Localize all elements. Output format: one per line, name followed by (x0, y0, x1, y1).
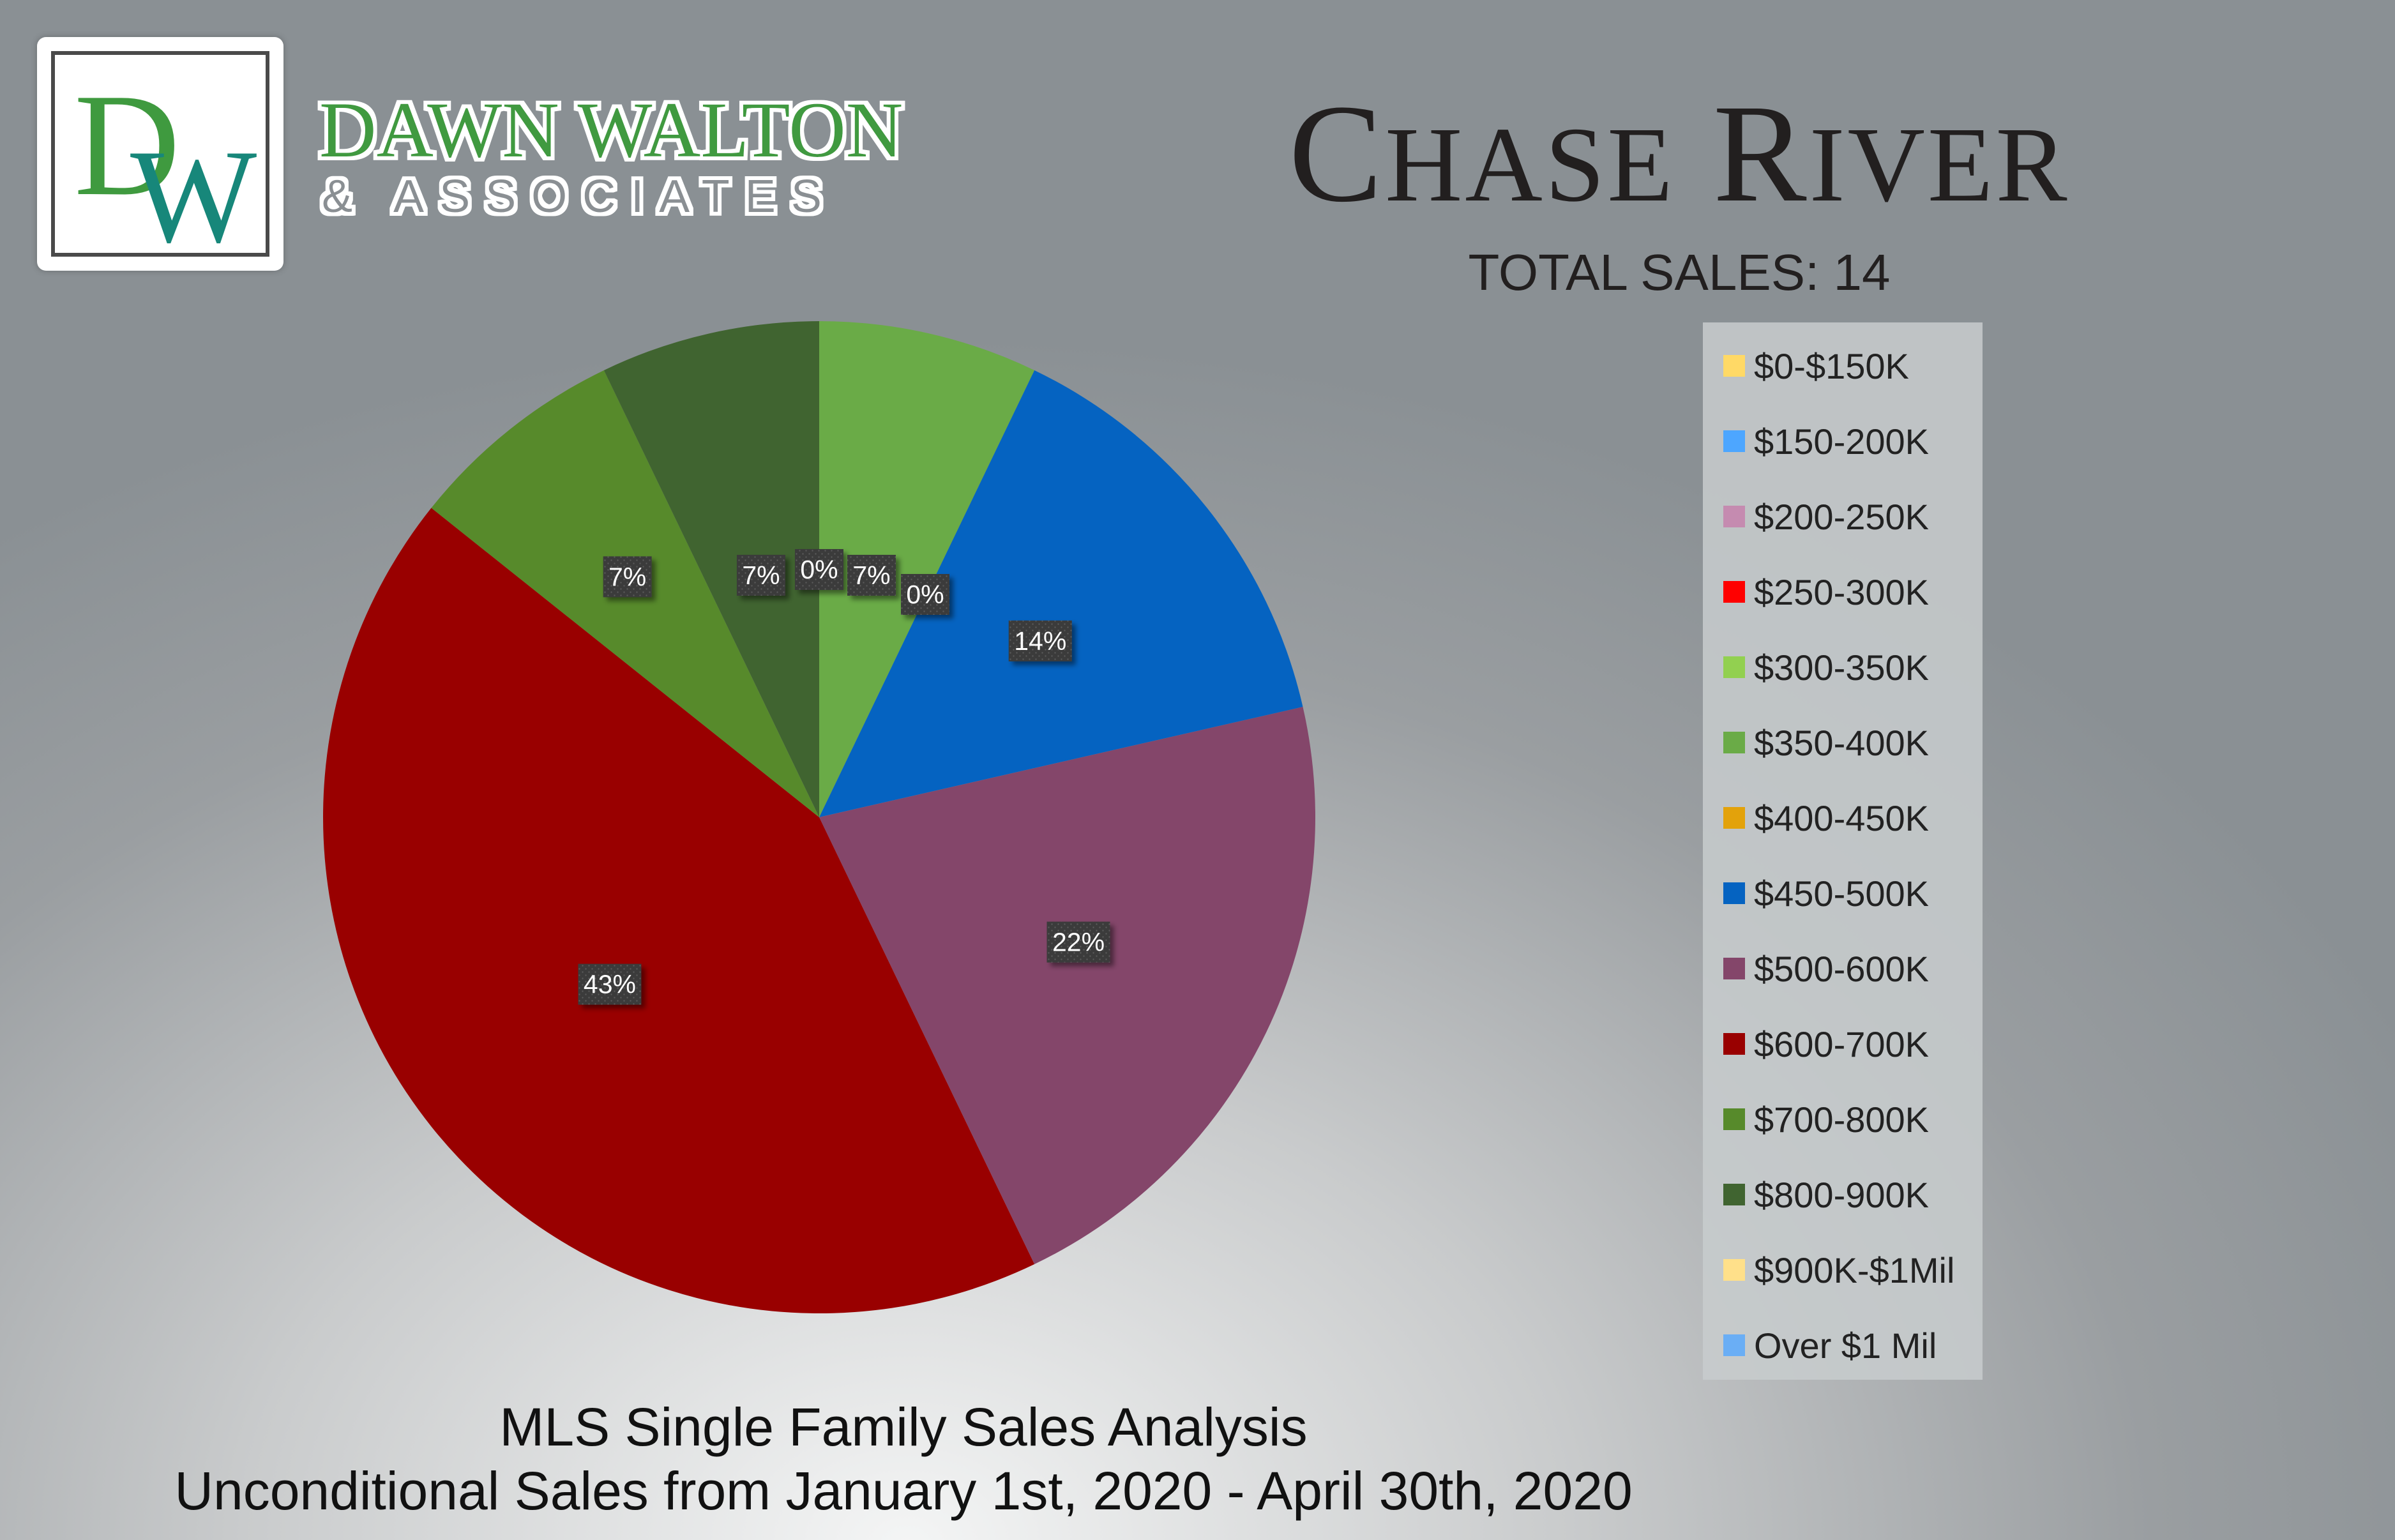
legend-swatch (1723, 1334, 1745, 1356)
legend-swatch (1723, 506, 1745, 527)
pie-slice (819, 321, 1035, 817)
data-label-box (1046, 921, 1110, 963)
subtitle-line2: Unconditional Sales from January 1st, 20… (174, 1461, 1633, 1521)
data-label: 0% (795, 549, 843, 590)
legend-label: $350-400K (1754, 722, 1930, 763)
data-label-text: 22% (1052, 928, 1105, 957)
data-label-box (795, 549, 843, 590)
legend-item: $350-400K (1723, 720, 1929, 765)
legend-item: $0-$150K (1723, 343, 1909, 388)
data-label-text: 7% (742, 561, 780, 590)
legend-item: $900K-$1Mil (1723, 1248, 1954, 1292)
legend-swatch (1723, 732, 1745, 753)
data-label-text: 7% (852, 561, 890, 590)
pie-slice (819, 707, 1315, 1265)
legend-item: $700-800K (1723, 1097, 1929, 1142)
data-label-text: 7% (608, 562, 646, 591)
legend-label: $0-$150K (1754, 345, 1909, 386)
legend-item: $150-200K (1723, 419, 1929, 464)
data-label-box (737, 555, 785, 596)
logo-frame: D W (51, 51, 269, 257)
pie-data-labels: 0% 7% 0% 7% 14% 22% 43% 7% (578, 549, 1110, 1005)
brand-name: DAWN WALTON & ASSOCIATES (319, 86, 903, 222)
legend-label: $500-600K (1754, 948, 1930, 989)
legend-label: $150-200K (1754, 421, 1930, 462)
legend-label: $600-700K (1754, 1023, 1930, 1064)
legend-swatch (1723, 1033, 1745, 1055)
data-label: 7% (847, 555, 896, 596)
logo-letter-d: D (74, 63, 180, 226)
legend-item: $400-450K (1723, 796, 1929, 840)
legend-swatch (1723, 807, 1745, 829)
legend-label: $450-500K (1754, 873, 1930, 914)
legend-item: $500-600K (1723, 946, 1929, 991)
title-initial: C (1288, 75, 1386, 231)
total-sales: TOTAL SALES: 14 (1468, 244, 1891, 301)
legend-label: $900K-$1Mil (1754, 1249, 1955, 1290)
legend-swatch (1723, 1184, 1745, 1205)
chart-subtitle: MLS Single Family Sales Analysis Uncondi… (0, 1395, 1807, 1523)
data-label-text: 0% (906, 580, 944, 609)
data-label-box (603, 556, 652, 598)
legend-swatch (1723, 581, 1745, 603)
legend-swatch (1723, 1259, 1745, 1281)
legend-label: $250-300K (1754, 571, 1930, 612)
chart-legend: $0-$150K $150-200K $200-250K $250-300K $300-… (1703, 322, 1983, 1380)
legend-item: Over $1 Mil (1723, 1323, 1937, 1368)
legend-swatch (1723, 882, 1745, 904)
data-label-box (901, 574, 949, 615)
logo: D W (37, 37, 283, 271)
data-label-box (1008, 620, 1072, 661)
data-label-box (847, 555, 896, 596)
legend-label: $400-450K (1754, 797, 1930, 838)
data-label-text: 43% (584, 970, 636, 999)
legend-item: $800-900K (1723, 1172, 1929, 1217)
legend-label: $700-800K (1754, 1099, 1930, 1140)
legend-item: $250-300K (1723, 570, 1929, 614)
legend-item: $600-700K (1723, 1022, 1929, 1066)
legend-item: $300-350K (1723, 645, 1929, 690)
data-label: 7% (603, 556, 652, 598)
dw-monogram: D W (74, 63, 257, 253)
brand-name-line2: & ASSOCIATES (322, 171, 837, 222)
legend-swatch (1723, 656, 1745, 678)
title-rest: IVER (1809, 105, 2070, 224)
page-title: CHASE RIVER (1213, 83, 2145, 235)
pie-slice (322, 508, 1035, 1314)
data-label: 43% (578, 963, 642, 1005)
data-label-text: 0% (800, 555, 838, 584)
legend-swatch (1723, 1108, 1745, 1130)
legend-item: $200-250K (1723, 494, 1929, 539)
legend-swatch (1723, 430, 1745, 452)
pie-slice (603, 321, 819, 817)
subtitle-line1: MLS Single Family Sales Analysis (499, 1397, 1308, 1457)
brand-name-line1: DAWN WALTON (319, 86, 903, 174)
legend-label: $300-350K (1754, 647, 1930, 688)
legend-label: $800-900K (1754, 1174, 1930, 1215)
title-rest: HASE (1385, 105, 1675, 224)
legend-label: $200-250K (1754, 496, 1930, 537)
data-label: 14% (1008, 620, 1072, 661)
pie-slices (322, 321, 1315, 1314)
data-label-text: 14% (1014, 626, 1066, 656)
legend-label: Over $1 Mil (1754, 1325, 1937, 1366)
title-initial: R (1712, 75, 1809, 231)
logo-letter-w: W (130, 123, 257, 253)
data-label: 0% (901, 574, 949, 615)
pie-slice (819, 370, 1303, 817)
data-label-box (578, 963, 642, 1005)
data-label: 7% (737, 555, 785, 596)
legend-item: $450-500K (1723, 871, 1929, 916)
data-label: 22% (1046, 921, 1110, 963)
legend-swatch (1723, 958, 1745, 979)
legend-swatch (1723, 355, 1745, 377)
